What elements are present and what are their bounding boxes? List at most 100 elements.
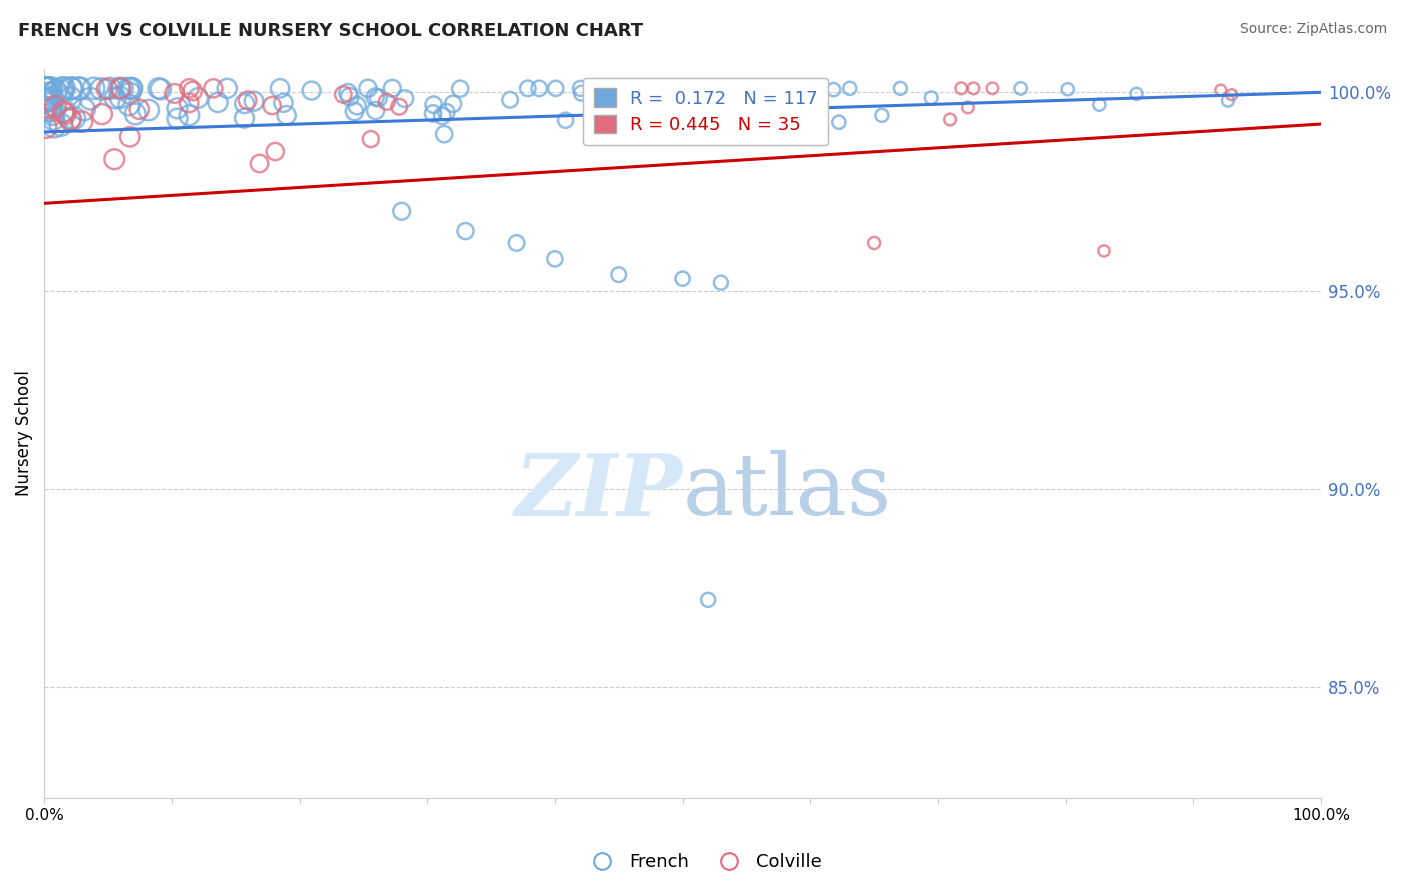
Point <box>111 81 134 95</box>
Point <box>149 82 172 96</box>
Point <box>449 81 471 95</box>
Point <box>697 592 720 607</box>
Point <box>962 81 984 95</box>
Point <box>375 95 398 109</box>
Point <box>166 101 188 115</box>
Point <box>69 81 91 95</box>
Point <box>207 95 229 110</box>
Point <box>124 107 146 121</box>
Point <box>243 94 266 108</box>
Point <box>1056 82 1078 96</box>
Point <box>104 91 127 105</box>
Point <box>35 81 58 95</box>
Point <box>41 107 63 121</box>
Point <box>675 108 697 122</box>
Point <box>110 81 132 95</box>
Point <box>44 99 66 113</box>
Point <box>939 112 962 127</box>
Point <box>505 235 527 250</box>
Point <box>422 97 444 112</box>
Point <box>343 104 366 119</box>
Point <box>454 224 477 238</box>
Point <box>45 85 67 99</box>
Point <box>34 81 56 95</box>
Point <box>60 81 83 95</box>
Point <box>981 81 1004 95</box>
Point <box>79 92 101 106</box>
Point <box>1092 244 1115 258</box>
Point <box>138 103 160 117</box>
Point <box>51 81 73 95</box>
Point <box>90 107 112 121</box>
Point <box>118 98 141 112</box>
Point <box>394 92 416 106</box>
Point <box>42 120 65 134</box>
Point <box>103 152 125 166</box>
Point <box>108 81 131 95</box>
Point <box>233 96 256 111</box>
Point <box>544 252 567 266</box>
Point <box>70 114 93 128</box>
Legend: R =  0.172   N = 117, R = 0.445   N = 35: R = 0.172 N = 117, R = 0.445 N = 35 <box>583 78 828 145</box>
Point <box>110 90 132 104</box>
Point <box>83 81 105 95</box>
Y-axis label: Nursery School: Nursery School <box>15 370 32 496</box>
Point <box>233 111 256 125</box>
Point <box>554 113 576 128</box>
Point <box>35 102 58 116</box>
Point <box>35 81 58 95</box>
Point <box>276 108 298 122</box>
Point <box>37 93 59 107</box>
Point <box>793 81 815 95</box>
Point <box>1088 97 1111 112</box>
Point <box>118 87 141 101</box>
Point <box>863 235 886 250</box>
Point <box>41 92 63 106</box>
Point <box>332 87 354 102</box>
Point <box>755 81 778 95</box>
Point <box>166 112 188 126</box>
Point <box>163 87 186 101</box>
Point <box>32 89 55 103</box>
Point <box>838 81 860 95</box>
Point <box>52 103 75 118</box>
Point <box>202 81 225 95</box>
Point <box>34 94 56 108</box>
Point <box>249 156 271 170</box>
Point <box>336 86 359 100</box>
Point <box>422 106 444 120</box>
Point <box>32 101 55 115</box>
Point <box>364 103 387 118</box>
Point <box>63 111 86 125</box>
Point <box>1220 87 1243 102</box>
Point <box>264 145 287 159</box>
Point <box>51 84 73 98</box>
Point <box>59 91 82 105</box>
Point <box>301 84 323 98</box>
Point <box>920 91 942 105</box>
Point <box>32 95 55 109</box>
Point <box>710 276 733 290</box>
Point <box>775 89 797 103</box>
Point <box>52 105 75 120</box>
Point <box>179 108 201 122</box>
Point <box>39 81 62 95</box>
Point <box>391 204 413 219</box>
Point <box>179 95 201 110</box>
Point <box>148 81 170 95</box>
Point <box>121 81 143 95</box>
Point <box>1216 94 1239 108</box>
Point <box>499 93 522 107</box>
Point <box>35 120 58 135</box>
Point <box>217 81 239 95</box>
Point <box>569 81 592 95</box>
Point <box>37 87 59 101</box>
Point <box>339 89 361 103</box>
Point <box>756 81 779 95</box>
Point <box>581 81 603 95</box>
Point <box>756 81 779 95</box>
Point <box>527 81 550 95</box>
Point <box>35 81 58 95</box>
Point <box>32 81 55 95</box>
Text: FRENCH VS COLVILLE NURSERY SCHOOL CORRELATION CHART: FRENCH VS COLVILLE NURSERY SCHOOL CORREL… <box>18 22 644 40</box>
